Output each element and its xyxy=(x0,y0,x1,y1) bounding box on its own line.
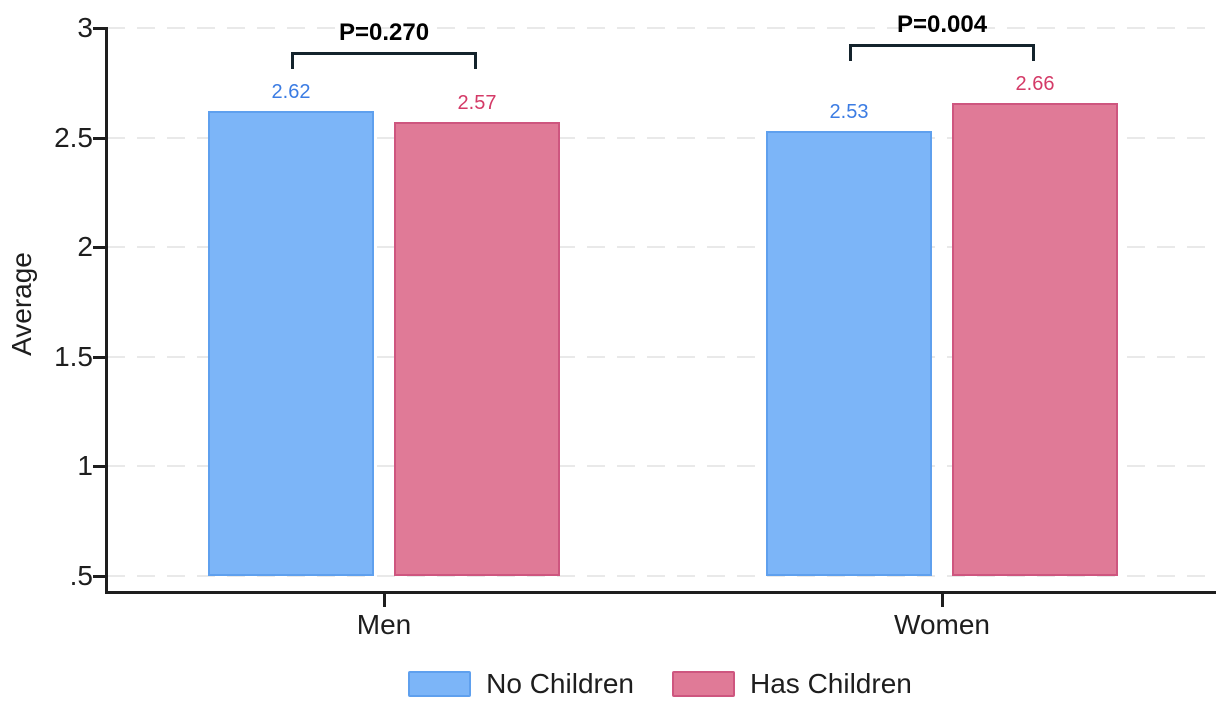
y-tick-label-1: 1 xyxy=(77,450,93,482)
bar-value-label-men-no-children: 2.62 xyxy=(271,81,311,104)
x-tick-women xyxy=(941,594,944,607)
y-tick-label-2: 2 xyxy=(77,231,93,263)
legend-item-no-children: No Children xyxy=(408,668,634,700)
y-tick-3 xyxy=(93,27,105,30)
y-tick-2 xyxy=(93,246,105,250)
bar-men-no-children xyxy=(208,111,374,576)
y-tick-label-1-5: 1.5 xyxy=(54,340,93,372)
y-tick--5 xyxy=(93,575,105,578)
y-tick-1-5 xyxy=(93,355,105,359)
y-tick-label-2-5: 2.5 xyxy=(54,121,93,153)
bar-value-label-women-no-children: 2.53 xyxy=(829,101,869,124)
y-axis-title: Average xyxy=(6,252,37,356)
x-tick-men xyxy=(383,594,386,607)
legend-label-no-children: No Children xyxy=(486,668,634,699)
x-category-label-men: Men xyxy=(356,609,412,640)
bar-men-has-children xyxy=(394,122,560,576)
y-tick-label--5: .5 xyxy=(69,560,93,591)
gridline-y--5 xyxy=(107,575,1213,577)
bar-value-label-men-has-children: 2.57 xyxy=(457,92,497,115)
gridline-y-2-5 xyxy=(107,136,1213,139)
x-axis-line xyxy=(105,591,1216,594)
pvalue-label-men: P=0.270 xyxy=(338,19,430,47)
y-tick-label-3: 3 xyxy=(77,12,93,43)
legend-label-has-children: Has Children xyxy=(750,668,912,699)
legend-swatch-has-children xyxy=(672,671,735,697)
bar-women-no-children xyxy=(766,131,932,576)
x-category-label-women: Women xyxy=(894,609,990,640)
bar-women-has-children xyxy=(952,102,1118,576)
gridline-y-2 xyxy=(107,246,1213,249)
pvalue-bracket-men xyxy=(291,52,477,70)
legend-swatch-no-children xyxy=(408,671,472,697)
gridline-y-1-5 xyxy=(107,355,1213,358)
pvalue-bracket-women xyxy=(849,43,1035,61)
gridline-y-3 xyxy=(107,27,1213,29)
gridline-y-1 xyxy=(107,465,1213,468)
bar-value-label-women-has-children: 2.66 xyxy=(1015,72,1055,95)
legend: No Children Has Children xyxy=(107,666,1213,702)
pvalue-label-women: P=0.004 xyxy=(896,10,988,38)
y-tick-1 xyxy=(93,465,105,469)
y-tick-2-5 xyxy=(93,136,105,140)
legend-item-has-children: Has Children xyxy=(672,668,912,700)
y-axis-line xyxy=(105,27,108,592)
